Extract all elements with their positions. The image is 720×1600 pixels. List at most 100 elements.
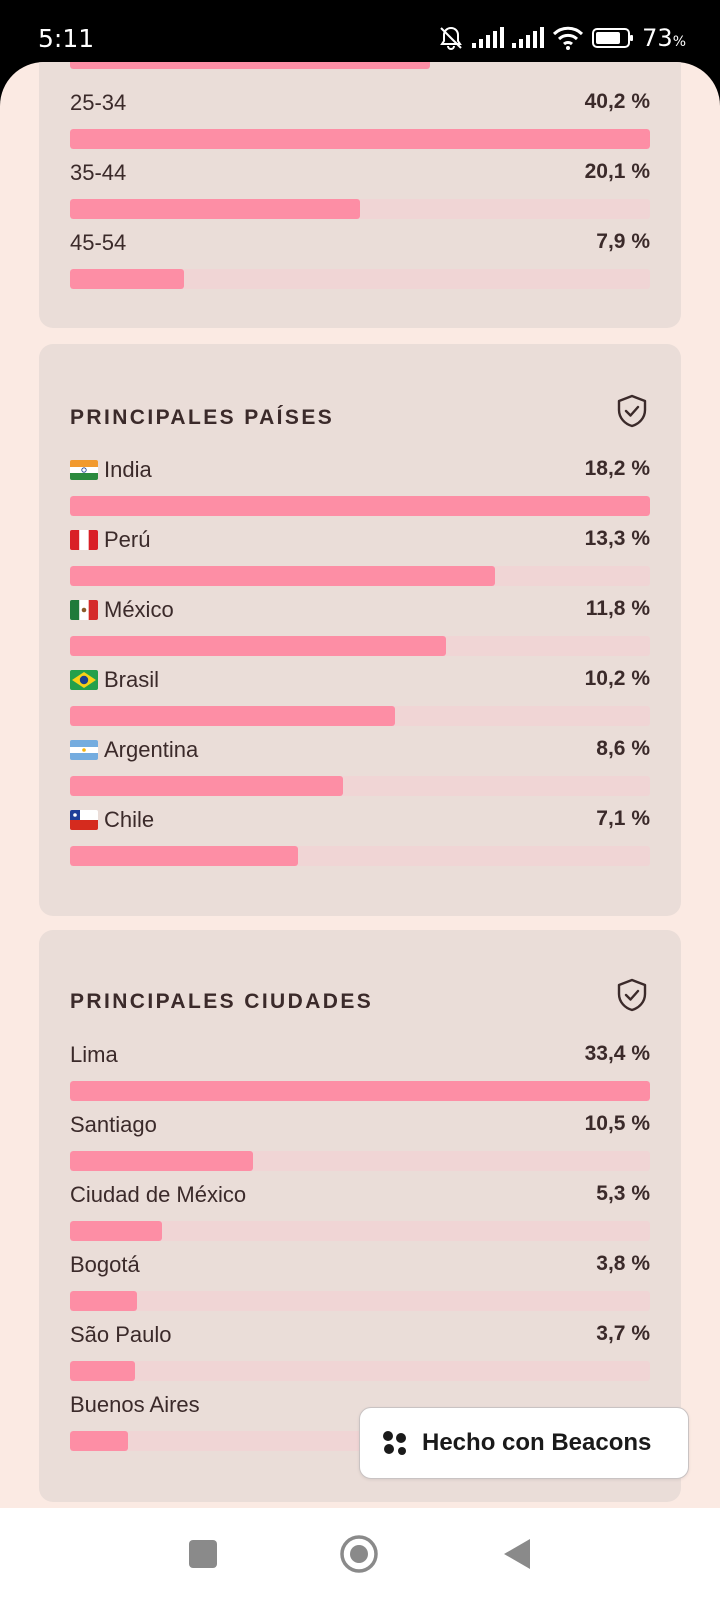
- row-value: 33,4 %: [584, 1042, 650, 1065]
- countries-card: PRINCIPALES PAÍSES India 18,2 % Perú 13,…: [39, 344, 681, 916]
- bar-track: [70, 776, 650, 796]
- row-value: 13,3 %: [584, 527, 650, 550]
- bar-track: [70, 269, 650, 289]
- row-value: 7,9 %: [596, 230, 650, 253]
- bar-fill: [70, 269, 184, 289]
- list-item: Bogotá 3,8 %: [70, 1252, 650, 1314]
- list-item: México 11,8 %: [70, 597, 650, 659]
- bar-fill: [70, 1361, 135, 1381]
- signal-icon: [512, 24, 545, 52]
- battery-icon: [592, 24, 634, 52]
- row-value: 10,5 %: [584, 1112, 650, 1135]
- age-card: 25-34 40,2 % 35-44 20,1 % 45-54 7,9 %: [39, 62, 681, 328]
- home-circle-icon[interactable]: [339, 1534, 379, 1574]
- row-label: Chile: [70, 807, 154, 833]
- navigation-bar: [0, 1508, 720, 1600]
- row-label: 45-54: [70, 230, 127, 255]
- wifi-icon: [552, 24, 584, 52]
- list-item: Brasil 10,2 %: [70, 667, 650, 729]
- row-value: 5,3 %: [596, 1182, 650, 1205]
- list-item: 35-44 20,1 %: [70, 160, 650, 222]
- made-with-beacons-button[interactable]: Hecho con Beacons: [359, 1407, 689, 1479]
- page: 25-34 40,2 % 35-44 20,1 % 45-54 7,9 % PR…: [0, 62, 720, 1508]
- bar-fill: [70, 706, 396, 726]
- list-item: Chile 7,1 %: [70, 807, 650, 869]
- row-value: 20,1 %: [584, 160, 650, 183]
- recents-square-icon[interactable]: [183, 1534, 223, 1574]
- bar-track: [70, 846, 650, 866]
- row-label: Brasil: [70, 667, 159, 693]
- bar-track: [70, 62, 650, 69]
- peru-flag-icon: [70, 530, 98, 550]
- row-label: Santiago: [70, 1112, 157, 1137]
- bar-track: [70, 199, 650, 219]
- bar-fill: [70, 129, 650, 149]
- bar-fill: [70, 496, 650, 516]
- status-time: 5:11: [38, 24, 95, 53]
- bar-track: [70, 706, 650, 726]
- list-item: Ciudad de México 5,3 %: [70, 1182, 650, 1244]
- card-title: PRINCIPALES PAÍSES: [70, 406, 335, 429]
- bar-track: [70, 1291, 650, 1311]
- mexico-flag-icon: [70, 600, 98, 620]
- card-title: PRINCIPALES CIUDADES: [70, 990, 374, 1013]
- india-flag-icon: [70, 460, 98, 480]
- bar-track: [70, 1361, 650, 1381]
- row-label: São Paulo: [70, 1322, 172, 1347]
- list-item: Perú 13,3 %: [70, 527, 650, 589]
- bar-fill: [70, 1151, 253, 1171]
- row-value: 7,1 %: [596, 807, 650, 830]
- row-label: 35-44: [70, 160, 127, 185]
- list-item: 45-54 7,9 %: [70, 230, 650, 292]
- row-value: 3,8 %: [596, 1252, 650, 1275]
- bar-fill: [70, 566, 496, 586]
- list-item: São Paulo 3,7 %: [70, 1322, 650, 1384]
- row-label: India: [70, 457, 152, 483]
- battery-level: 73%: [642, 24, 686, 52]
- list-item: India 18,2 %: [70, 457, 650, 519]
- bar-fill: [70, 62, 430, 69]
- bar-track: [70, 496, 650, 516]
- list-item: Argentina 8,6 %: [70, 737, 650, 799]
- cities-card: PRINCIPALES CIUDADES Lima 33,4 % Santiag…: [39, 930, 681, 1502]
- bar-fill: [70, 199, 360, 219]
- row-label: México: [70, 597, 174, 623]
- list-item: 25-34 40,2 %: [70, 90, 650, 152]
- bar-track: [70, 1221, 650, 1241]
- row-label: 25-34: [70, 90, 127, 115]
- row-label: Ciudad de México: [70, 1182, 247, 1207]
- bar-fill: [70, 1431, 128, 1451]
- back-triangle-icon[interactable]: [497, 1534, 537, 1574]
- bar-track: [70, 566, 650, 586]
- row-value: 10,2 %: [584, 667, 650, 690]
- row-value: 11,8 %: [585, 597, 650, 620]
- bar-track: [70, 129, 650, 149]
- bar-fill: [70, 636, 446, 656]
- row-label: Perú: [70, 527, 150, 553]
- bar-fill: [70, 846, 298, 866]
- row-label: Buenos Aires: [70, 1392, 200, 1417]
- bar-track: [70, 636, 650, 656]
- row-value: 3,7 %: [596, 1322, 650, 1345]
- signal-icon: [472, 24, 505, 52]
- bar-fill: [70, 776, 343, 796]
- row-label: Bogotá: [70, 1252, 140, 1277]
- brazil-flag-icon: [70, 670, 98, 690]
- beacons-logo-icon: [380, 1429, 410, 1457]
- bar-track: [70, 1081, 650, 1101]
- list-item: Santiago 10,5 %: [70, 1112, 650, 1174]
- bar-fill: [70, 1221, 163, 1241]
- bell-off-icon: [438, 24, 464, 52]
- row-label: Argentina: [70, 737, 198, 763]
- shield-check-icon: [616, 394, 648, 428]
- argentina-flag-icon: [70, 740, 98, 760]
- status-icons: 73%: [438, 24, 686, 52]
- list-item: Lima 33,4 %: [70, 1042, 650, 1104]
- bar-fill: [70, 1291, 138, 1311]
- beacons-label: Hecho con Beacons: [422, 1429, 652, 1456]
- bar-fill: [70, 1081, 650, 1101]
- row-label: Lima: [70, 1042, 118, 1067]
- shield-check-icon: [616, 978, 648, 1012]
- row-value: 40,2 %: [584, 90, 650, 113]
- row-value: 8,6 %: [596, 737, 650, 760]
